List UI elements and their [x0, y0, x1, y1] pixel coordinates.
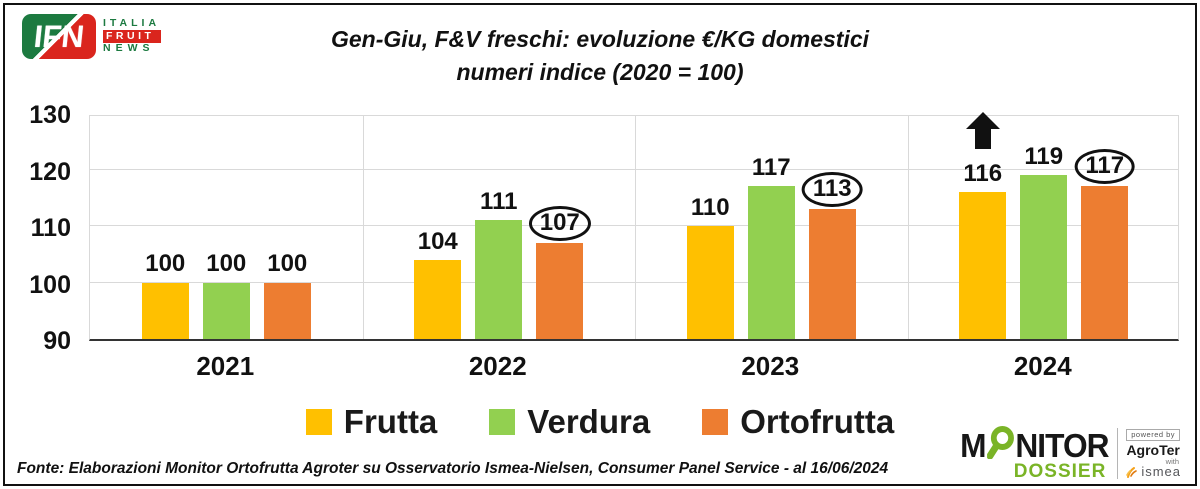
bar-fill	[1081, 186, 1129, 339]
y-tick-label: 110	[30, 214, 71, 242]
bar-ortofrutta-2021: 100	[263, 250, 311, 339]
chart-title-line1: Gen-Giu, F&V freschi: evoluzione €/KG do…	[330, 26, 870, 52]
data-label: 110	[690, 193, 730, 221]
x-tick-label: 2022	[468, 351, 527, 381]
data-label: 117	[1074, 149, 1136, 185]
powered-by-label: powered by	[1126, 429, 1181, 441]
data-label: 111	[480, 187, 518, 215]
agroter-label: AgroTer	[1126, 441, 1180, 458]
monitor-dossier-logo: M NITOR DOSSIER powered by AgroTer with	[953, 426, 1181, 481]
bar-verdura-2023: 117	[747, 154, 795, 339]
bar-ortofrutta-2023: 113	[801, 171, 863, 339]
data-label: 113	[801, 171, 863, 208]
legend-label: Verdura	[527, 403, 651, 440]
bar-fill	[747, 186, 795, 339]
legend-swatch	[702, 409, 729, 435]
data-label: 107	[528, 205, 591, 241]
gridline-vertical	[635, 116, 636, 339]
legend-item-verdura: Verdura	[489, 403, 650, 441]
bar-frutta-2021: 100	[141, 250, 189, 339]
bar-frutta-2022: 104	[414, 228, 462, 339]
x-tick-label: 2023	[741, 351, 800, 381]
y-tick-label: 90	[43, 327, 71, 355]
magnifier-icon	[985, 426, 1014, 464]
logo-divider	[1117, 428, 1119, 479]
legend-item-ortofrutta: Ortofrutta	[702, 403, 894, 441]
data-label: 116	[963, 159, 1003, 187]
bar-fill	[263, 282, 311, 339]
bar-group-2024: 116 119 117	[908, 112, 1181, 339]
bar-fill	[202, 282, 250, 339]
legend-swatch	[489, 409, 516, 435]
y-axis: 90 100 110 120 130	[15, 103, 77, 354]
monitor-word-start: M	[959, 426, 986, 464]
ismea-wheat-icon	[1126, 467, 1138, 478]
bar-fill	[959, 192, 1007, 339]
gridline-vertical	[362, 116, 364, 339]
ifn-flag-icon: IFN	[22, 14, 96, 59]
chart-frame: IFN ITALIA FRUIT NEWS Gen-Giu, F&V fresc…	[3, 3, 1197, 486]
bar-fill	[808, 209, 856, 339]
bar-group-2021: 100 100 100	[90, 116, 363, 339]
y-tick-label: 100	[29, 270, 71, 299]
y-tick-label: 120	[29, 157, 71, 186]
y-tick-label: 130	[29, 101, 71, 129]
circle-annotation: 107	[528, 205, 591, 241]
legend-label: Ortofrutta	[740, 403, 895, 440]
powered-by-block: powered by AgroTer with ismea	[1125, 429, 1181, 478]
legend: Frutta Verdura Ortofrutta	[5, 403, 1195, 441]
data-label: 100	[206, 250, 247, 278]
bar-frutta-2024: 116	[959, 112, 1007, 339]
legend-item-frutta: Frutta	[305, 403, 438, 441]
bar-frutta-2023: 110	[686, 194, 734, 339]
gridline-horizontal	[90, 225, 1178, 226]
source-note: Fonte: Elaborazioni Monitor Ortofrutta A…	[17, 460, 889, 477]
circle-annotation: 117	[1074, 149, 1136, 185]
x-axis: 2021 2022 2023 2024	[89, 351, 1179, 382]
bar-fill	[414, 259, 462, 339]
data-label: 117	[751, 154, 791, 182]
ifn-fruit-label: FRUIT	[103, 29, 161, 44]
data-label: 104	[417, 227, 458, 255]
bar-verdura-2024: 119	[1020, 143, 1068, 339]
monitor-word-rest: NITOR	[1015, 426, 1109, 464]
data-label: 119	[1024, 142, 1064, 170]
legend-swatch	[305, 409, 332, 435]
ifn-logo: IFN ITALIA FRUIT NEWS	[22, 14, 161, 59]
dossier-label: DOSSIER	[1013, 461, 1107, 482]
bar-ortofrutta-2022: 107	[528, 205, 591, 339]
data-label: 100	[267, 250, 308, 278]
bar-verdura-2022: 111	[475, 188, 523, 339]
bar-verdura-2021: 100	[202, 250, 250, 339]
data-label: 100	[145, 250, 186, 278]
ifn-italia-label: ITALIA	[103, 17, 161, 30]
bar-fill	[141, 282, 189, 339]
gridline-horizontal	[90, 281, 1178, 283]
circle-annotation: 113	[801, 171, 863, 208]
bar-group-2023: 110 117 113	[635, 116, 908, 339]
bar-fill	[475, 220, 523, 339]
legend-label: Frutta	[343, 403, 438, 440]
ifn-news-label: NEWS	[103, 42, 155, 55]
monitor-wordmark: M NITOR DOSSIER	[954, 426, 1109, 481]
ifn-wordmark: ITALIA FRUIT NEWS	[103, 18, 161, 55]
bar-fill	[536, 242, 584, 339]
bar-fill	[686, 226, 734, 339]
with-label: with	[1165, 456, 1179, 466]
bar-ortofrutta-2024: 117	[1074, 149, 1136, 339]
bar-group-2022: 104 111 107	[363, 116, 636, 339]
plot-area: 100 100 100 104 111 107 110 117 113 116 119 117	[89, 112, 1181, 341]
chart-title-line2: numeri indice (2020 = 100)	[456, 59, 744, 86]
chart-title: Gen-Giu, F&V freschi: evoluzione €/KG do…	[5, 23, 1195, 90]
gridline-vertical	[907, 116, 909, 339]
gridline-horizontal	[90, 168, 1178, 170]
up-arrow-icon	[965, 112, 1000, 154]
x-tick-label: 2024	[1013, 351, 1072, 381]
x-tick-label: 2021	[196, 351, 255, 381]
ismea-label: ismea	[1141, 464, 1181, 479]
bar-fill	[1020, 175, 1068, 339]
